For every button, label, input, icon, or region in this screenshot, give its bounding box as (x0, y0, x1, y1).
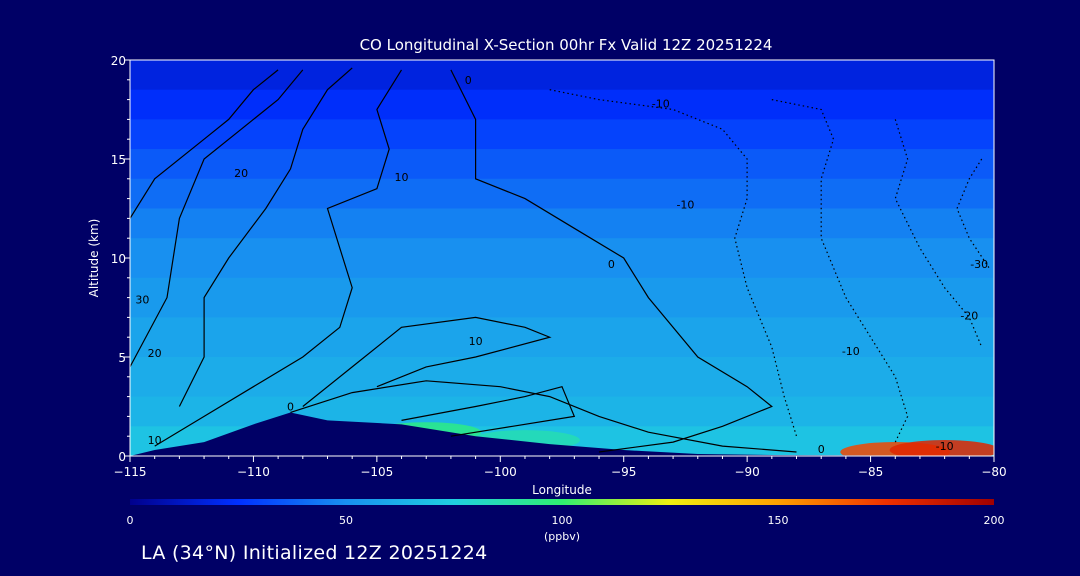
contour-label: 20 (148, 347, 162, 360)
x-tick-label: −80 (981, 465, 1006, 479)
contour-label: -10 (842, 345, 860, 358)
contour-label: -10 (652, 98, 670, 111)
contour-label: 10 (395, 171, 409, 184)
contour-label: -20 (960, 309, 978, 322)
y-tick-label: 15 (111, 153, 126, 167)
co-band (130, 119, 994, 150)
co-band (130, 208, 994, 239)
co-band (130, 357, 994, 398)
contour-line (549, 89, 798, 437)
x-tick-label: −90 (734, 465, 759, 479)
y-tick-label: 10 (111, 252, 126, 266)
colorbar-tick-label: 50 (339, 514, 353, 527)
co-band (130, 149, 994, 180)
x-tick-label: −95 (611, 465, 636, 479)
colorbar-tick-label: 0 (127, 514, 134, 527)
x-tick-label: −105 (360, 465, 393, 479)
co-band (130, 178, 994, 209)
contour-label: 0 (465, 74, 472, 87)
y-tick-label: 20 (111, 54, 126, 68)
contour-label: 0 (608, 258, 615, 271)
x-tick-label: −85 (858, 465, 883, 479)
contour-line (450, 69, 773, 453)
x-tick-label: −110 (237, 465, 270, 479)
contour-label: 10 (469, 335, 483, 348)
contour-line (178, 67, 353, 407)
contour-label: -10 (676, 199, 694, 212)
contour-line (894, 119, 983, 348)
x-tick-label: −100 (484, 465, 517, 479)
contour-label: 30 (135, 294, 149, 307)
colorbar-tick-label: 100 (552, 514, 573, 527)
contour-line (130, 69, 279, 219)
y-axis-label: Altitude (km) (87, 219, 101, 298)
contour-label: 0 (818, 443, 825, 456)
y-tick-label: 0 (118, 450, 126, 464)
contour-line (130, 69, 304, 368)
colorbar-unit: (ppbv) (544, 530, 580, 543)
contour-label: 0 (287, 400, 294, 413)
terrain-mask (130, 412, 994, 456)
co-band (130, 89, 994, 120)
chart-title: CO Longitudinal X-Section 00hr Fx Valid … (360, 36, 773, 54)
contour-label: 20 (234, 167, 248, 180)
y-tick-label: 5 (118, 351, 126, 365)
contour-label: -10 (936, 440, 954, 453)
x-axis-label: Longitude (532, 483, 592, 497)
contour-line (401, 385, 576, 437)
contour-line (956, 158, 990, 269)
co-band (130, 238, 994, 279)
co-band (130, 277, 994, 318)
contour-label: 10 (148, 434, 162, 447)
x-tick-label: −115 (114, 465, 147, 479)
co-hotspot (889, 440, 994, 456)
colorbar-tick-label: 150 (768, 514, 789, 527)
contour-label: -30 (970, 258, 988, 271)
colorbar-tick-label: 200 (984, 514, 1005, 527)
init-caption: LA (34°N) Initialized 12Z 20251224 (141, 542, 488, 564)
contour-line (302, 316, 552, 407)
co-band (130, 60, 994, 91)
contour-line (154, 69, 403, 447)
co-band (130, 317, 994, 358)
contour-line (290, 380, 797, 453)
colorbar (130, 499, 994, 505)
